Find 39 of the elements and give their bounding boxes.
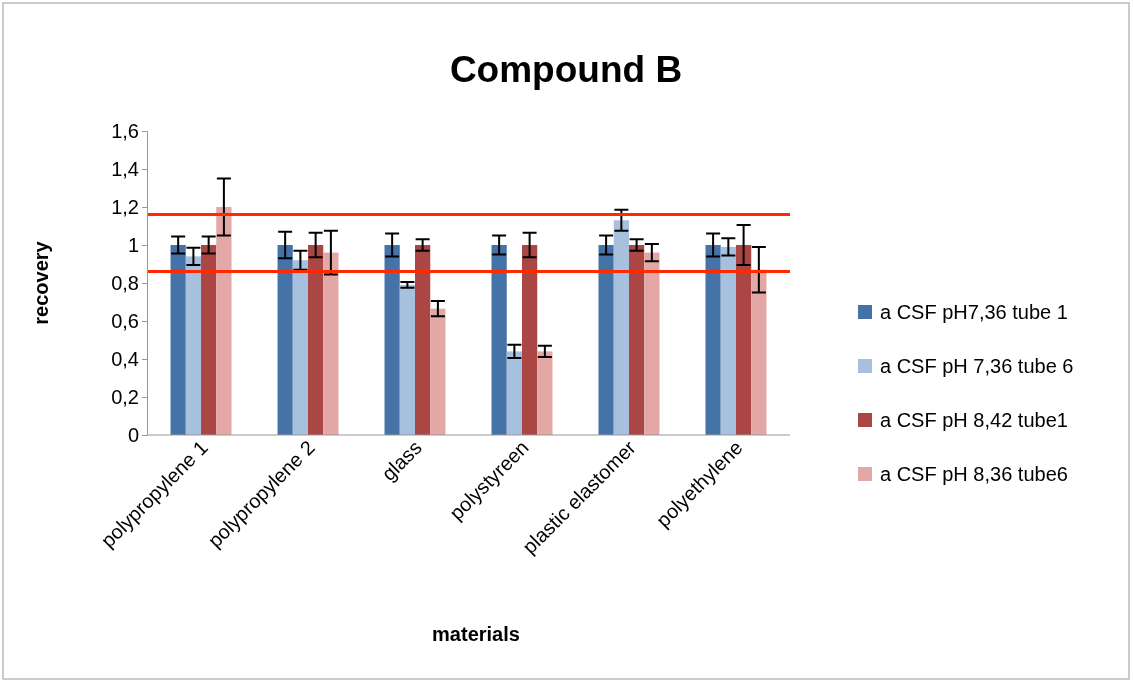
bar [735, 245, 752, 435]
bar [201, 245, 217, 435]
y-tick-label: 0,2 [111, 385, 139, 408]
y-tick-label: 0 [127, 423, 139, 446]
bar [537, 351, 553, 435]
y-tick-label: 1 [127, 233, 139, 256]
legend-label: a CSF pH7,36 tube 1 [880, 301, 1068, 323]
y-axis-title: recovery [30, 240, 52, 325]
bar [308, 245, 324, 435]
bar [323, 252, 339, 435]
chart-title: Compound B [449, 49, 683, 90]
bar [384, 245, 400, 435]
bar [430, 308, 446, 435]
bar [216, 207, 232, 435]
bar [170, 245, 186, 435]
y-tick-label: 0,4 [111, 347, 139, 370]
y-tick-label: 1,2 [111, 195, 139, 218]
bar [277, 245, 293, 435]
x-axis-title: materials [432, 623, 520, 645]
bar [185, 256, 202, 435]
bar [644, 252, 660, 435]
bar [521, 245, 538, 435]
bar [613, 220, 629, 435]
y-tick-label: 0,8 [111, 271, 139, 294]
legend-label: a CSF pH 7,36 tube 6 [880, 355, 1074, 377]
bar [506, 351, 522, 435]
bar [598, 245, 614, 435]
bar [415, 245, 431, 435]
y-tick-label: 1,4 [111, 157, 139, 180]
bar [705, 245, 721, 435]
bar [628, 245, 645, 435]
bar [491, 245, 507, 435]
bar [720, 246, 736, 435]
y-tick-label: 1,6 [111, 119, 139, 142]
bar [399, 284, 416, 435]
legend-label: a CSF pH 8,42 tube1 [880, 409, 1068, 431]
bar [292, 260, 309, 435]
y-tick-label: 0,6 [111, 309, 139, 332]
legend-label: a CSF pH 8,36 tube6 [880, 463, 1068, 485]
